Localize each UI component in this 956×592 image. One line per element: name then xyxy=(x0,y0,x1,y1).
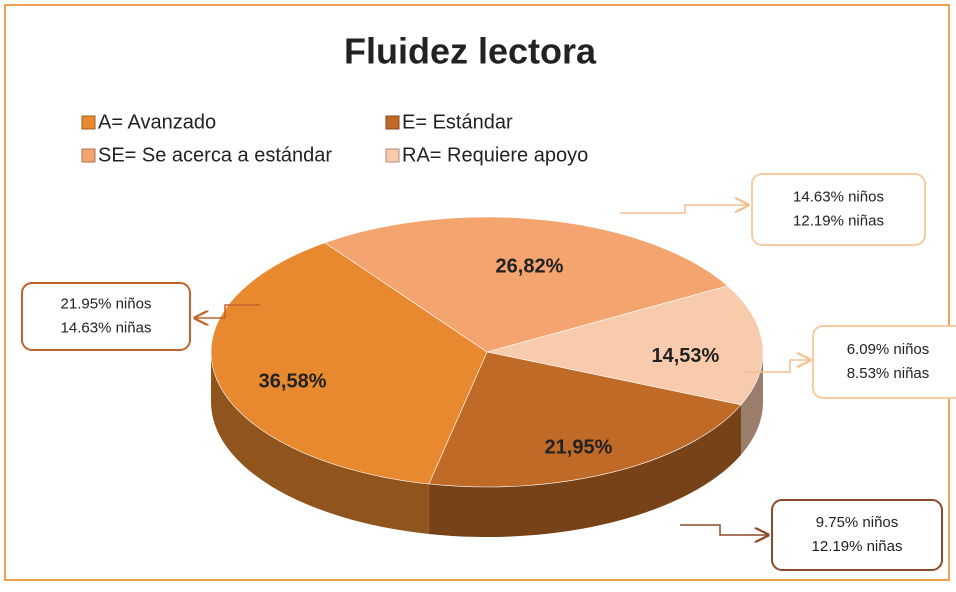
callouts: 21.95% niños 14.63% niñas 9.75% niños 12.19… xyxy=(21,173,956,571)
slice xyxy=(486,285,764,406)
callout-text: 14.63% niños xyxy=(793,188,884,205)
slice xyxy=(210,242,488,485)
value-label: 21,95% xyxy=(545,437,613,459)
slice xyxy=(428,351,742,488)
value-label: 14,53% xyxy=(651,345,719,367)
callout-text: 9.75% niños xyxy=(816,514,899,531)
chart-title: Fluidez lectora xyxy=(344,31,597,72)
legend-label: E= Estándar xyxy=(402,111,513,133)
legend-label: SE= Se acerca a estándar xyxy=(98,144,332,166)
callout-box xyxy=(812,325,956,399)
slice-side xyxy=(740,352,763,455)
arrow xyxy=(620,205,748,214)
legend-swatch xyxy=(385,148,400,163)
callout-box xyxy=(751,173,926,246)
value-label: 36,58% xyxy=(259,370,327,392)
callout-text: 12.19% niñas xyxy=(812,538,903,555)
slice xyxy=(324,216,729,353)
callout-text: 12.19% niñas xyxy=(793,212,884,229)
callout-arrows xyxy=(195,205,810,535)
callout-text: 21.95% niños xyxy=(61,295,152,312)
legend-swatch xyxy=(81,115,96,130)
slice-side xyxy=(428,404,741,537)
legend-swatch xyxy=(385,115,400,130)
pie: 26,82% 14,53% 21,95% 36,58% xyxy=(210,216,764,537)
arrow xyxy=(745,360,810,373)
callout-text: 6.09% niños xyxy=(847,341,930,358)
value-label: 26,82% xyxy=(496,255,564,277)
legend-label: A= Avanzado xyxy=(98,111,216,133)
callout-text: 8.53% niñas xyxy=(847,365,930,382)
legend-swatch xyxy=(81,148,96,163)
callout-box xyxy=(771,499,943,571)
arrow xyxy=(680,524,768,535)
arrow xyxy=(195,304,260,318)
callout-text: 14.63% niñas xyxy=(61,319,152,336)
legend-label: RA= Requiere apoyo xyxy=(402,144,588,166)
slice-side xyxy=(211,352,429,534)
callout-box xyxy=(21,282,191,351)
legend: A= Avanzado E= Estándar SE= Se acerca a es… xyxy=(81,111,588,166)
